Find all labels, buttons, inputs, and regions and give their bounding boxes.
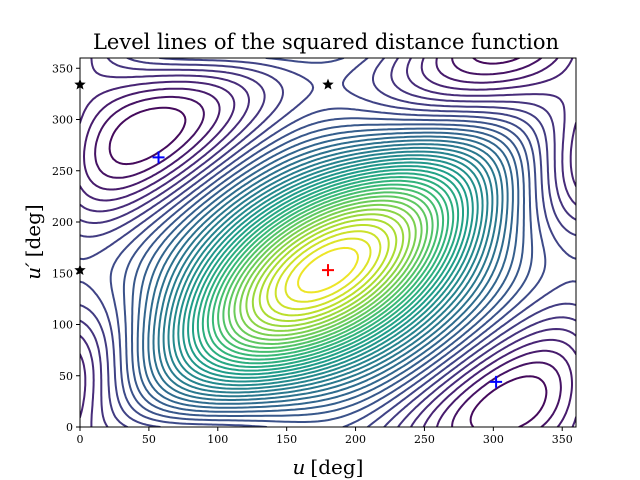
x-tick-label: 50 [142,433,156,446]
x-tick-label: 200 [345,433,366,446]
contour-level-line [80,58,576,427]
contour-level-line [109,58,547,427]
contour-level-line [258,218,398,322]
x-tick-label: 150 [276,433,297,446]
contour-level-line [177,157,479,383]
contour-level-line [142,131,514,409]
contour-level-line [284,237,372,303]
contour-lines [80,58,576,427]
x-axis-label-unit: [deg] [310,455,363,479]
contour-level-line [167,150,489,390]
contour-level-line [136,127,520,413]
y-axis-label-unit: [deg] [21,204,45,257]
y-tick-label: 150 [52,267,73,280]
y-tick-label: 350 [52,62,73,75]
x-axis-label: u [deg] [293,455,364,479]
contour-level-line [297,246,359,294]
contour-level-line [187,165,469,376]
x-axis-label-variable: u [293,455,306,479]
x-axis-ticks: 0 50 100 150 200 250 300 350 [77,427,573,446]
y-axis-label: u′ [deg] [21,204,45,279]
x-tick-label: 250 [414,433,435,446]
contour-level-line [162,146,494,394]
y-axis-label-variable: u′ [21,262,45,280]
x-tick-label: 0 [77,433,84,446]
contour-level-line [233,199,423,341]
y-axis-ticks: 0 50 100 150 200 250 300 350 [52,62,80,434]
contour-level-line [245,208,411,332]
contour-level-line [274,230,382,311]
y-tick-label: 300 [52,114,73,127]
contour-level-line [196,172,460,368]
contour-level-line [206,179,450,361]
y-tick-label: 0 [66,421,73,434]
maximum-marker [322,264,334,277]
contour-level-line [94,58,562,427]
y-tick-label: 200 [52,216,73,229]
contour-level-line [217,187,439,353]
contour-level-line [201,176,455,365]
contour-level-line [239,203,417,337]
plot-frame [79,57,577,428]
chart-title: Level lines of the squared distance func… [93,30,559,54]
contour-level-line [182,161,474,379]
contour-level-line [227,195,429,345]
minimum-marker [152,151,165,164]
minimum-marker [490,375,503,388]
contour-level-line [80,58,576,427]
contour-level-line [251,213,405,328]
contour-level-line [192,168,464,372]
y-tick-label: 50 [59,370,73,383]
contour-level-line [222,191,434,349]
contour-level-line [152,139,504,401]
contour-level-line [131,123,525,417]
x-tick-label: 100 [207,433,228,446]
y-tick-label: 250 [52,165,73,178]
contour-level-line [157,143,499,398]
contour-level-line [211,183,445,357]
saddle-marker [322,78,334,90]
contour-level-line [266,224,390,317]
contour-level-line [122,117,534,423]
contour-level-line [108,58,548,427]
contour-level-line [172,154,484,387]
contour-level-line [80,58,576,427]
x-tick-label: 300 [483,433,504,446]
y-tick-label: 100 [52,319,73,332]
contour-level-line [80,58,576,427]
contour-level-line [147,135,509,405]
x-tick-label: 350 [552,433,573,446]
